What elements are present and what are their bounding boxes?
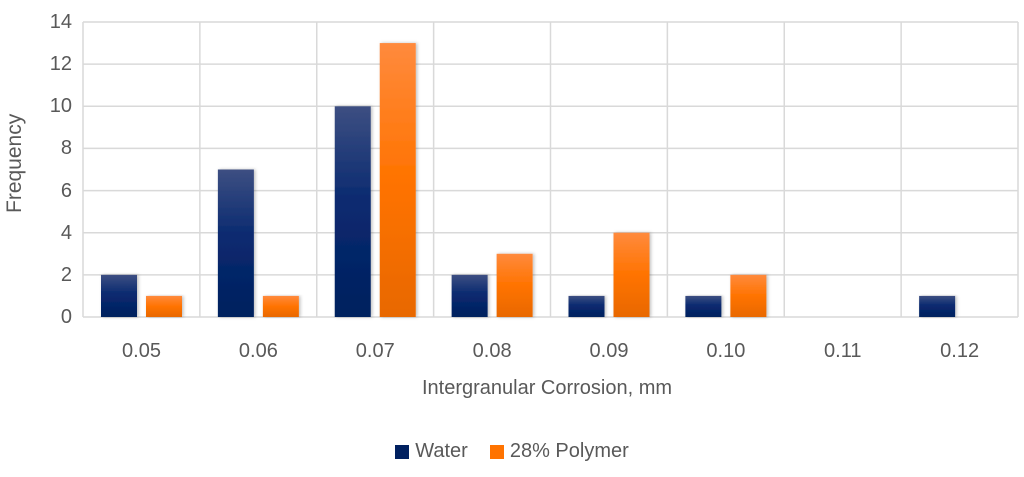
bar-polymer [379,43,416,317]
y-tick-label: 10 [49,95,72,118]
legend-item-polymer: 28% Polymer [489,440,629,463]
legend-label-water: Water [415,440,468,462]
legend-swatch-polymer [489,444,504,459]
bar-polymer [613,232,650,317]
bar-water [685,295,722,317]
x-tick-label: 0.09 [589,340,629,362]
bar-water [101,274,137,317]
y-tick-label: 6 [60,179,72,202]
y-axis-label: Frequency [3,113,26,213]
legend: Water 28% Polymer [0,440,1024,463]
bar-polymer [146,295,182,317]
x-tick-label: 0.07 [355,340,395,362]
bar-polymer [262,295,299,317]
legend-swatch-water [395,444,410,459]
bar-polymer [496,253,533,317]
x-tick-label: 0.11 [824,340,862,362]
x-tick-label: 0.10 [706,340,746,362]
y-tick-label: 4 [60,221,72,244]
legend-label-polymer: 28% Polymer [509,440,629,462]
bars [101,43,956,318]
bar-water [568,295,605,317]
y-tick-label: 12 [49,53,72,76]
bar-water [451,274,488,317]
x-axis-label: Intergranular Corrosion, mm [421,377,673,399]
x-tick-label: 0.08 [472,340,512,362]
legend-item-water: Water [395,440,468,463]
x-tick-label: 0.05 [122,340,161,362]
y-tick-label: 8 [60,137,72,160]
bar-water [217,169,254,317]
y-tick-label: 0 [60,306,72,328]
bar-water [334,106,371,318]
bar-polymer [730,274,767,317]
x-tick-label: 0.12 [940,340,980,362]
y-tick-label: 14 [49,11,72,33]
bar-water [919,295,956,317]
y-tick-label: 2 [60,263,72,286]
x-tick-label: 0.06 [238,340,278,362]
